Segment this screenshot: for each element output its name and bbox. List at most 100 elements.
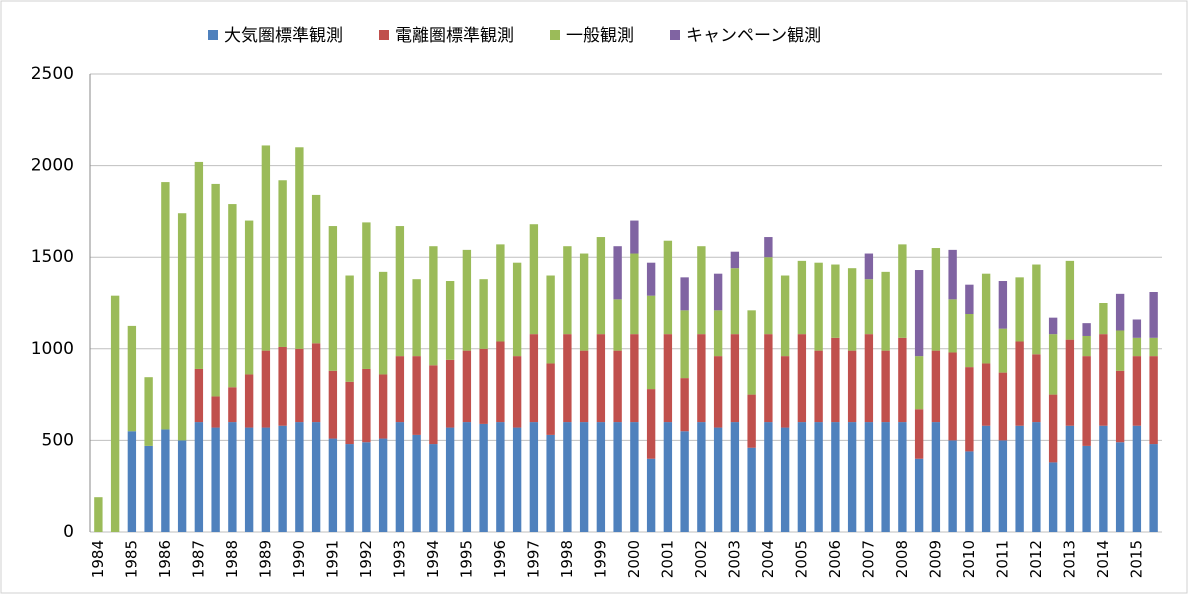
bar-segment — [244, 374, 254, 428]
bar-segment — [345, 275, 354, 382]
bar-segment — [1132, 337, 1142, 357]
bar-segment — [295, 147, 304, 349]
bar-segment — [211, 183, 220, 397]
bar-segment — [445, 359, 455, 428]
bar-segment — [864, 334, 874, 423]
bar-segment — [311, 194, 321, 344]
bar-segment — [831, 264, 840, 338]
bar-segment — [462, 422, 472, 532]
bar-segment — [1099, 334, 1108, 426]
x-tick-label: 2011 — [993, 540, 1011, 578]
legend-label: キャンペーン観測 — [686, 26, 821, 46]
bar-segment — [1149, 444, 1158, 532]
legend-label: 一般観測 — [566, 26, 634, 46]
y-tick-label: 1500 — [31, 247, 74, 267]
x-tick-label: 1989 — [256, 540, 274, 578]
bar-segment — [596, 422, 606, 532]
bar-segment — [965, 313, 974, 368]
bar-segment — [747, 447, 756, 532]
bar-segment — [596, 237, 606, 335]
bar-segment — [847, 268, 857, 351]
legend-label: 電離圏標準観測 — [395, 26, 514, 46]
legend-swatch — [208, 30, 218, 40]
bar-segment — [479, 348, 488, 424]
bar-segment — [1065, 260, 1075, 340]
bar-segment — [630, 334, 639, 423]
bar-segment — [931, 350, 941, 423]
bar-segment — [546, 275, 555, 364]
bar-segment — [412, 434, 421, 532]
bar-segment — [563, 422, 572, 532]
bar-segment — [1132, 425, 1142, 532]
bar-segment — [764, 237, 773, 258]
bar-segment — [613, 246, 622, 300]
bar-segment — [395, 356, 405, 423]
bar-segment — [713, 310, 723, 357]
bar-segment — [144, 377, 153, 446]
bar-segment — [797, 334, 807, 423]
bar-segment — [1048, 462, 1058, 532]
x-tick-label: 1984 — [89, 540, 107, 578]
bar-segment — [1015, 341, 1024, 426]
bar-segment — [730, 422, 740, 532]
bar-segment — [311, 422, 321, 532]
bar-segment — [780, 356, 790, 428]
x-tick-label: 2008 — [893, 540, 911, 578]
bar-segment — [1032, 354, 1041, 423]
bar-segment — [814, 350, 823, 423]
bar-segment — [479, 279, 488, 349]
bar-segment — [1065, 339, 1075, 426]
x-tick-label: 1998 — [558, 540, 576, 578]
bar-segment — [445, 427, 455, 532]
bar-segment — [295, 422, 304, 532]
bar-segment — [680, 277, 689, 311]
bar-segment — [630, 253, 639, 335]
bar-segment — [965, 284, 974, 314]
bar-segment — [127, 431, 137, 532]
bar-segment — [864, 279, 874, 335]
bar-segment — [914, 356, 924, 410]
bar-segment — [814, 422, 823, 532]
bar-segment — [998, 328, 1008, 373]
bar-segment — [1099, 303, 1108, 335]
bar-segment — [697, 246, 706, 335]
y-tick-label: 2000 — [31, 156, 74, 176]
bar-segment — [345, 444, 354, 532]
bar-segment — [512, 356, 522, 428]
bar-segment — [831, 337, 840, 423]
x-tick-label: 2002 — [692, 540, 710, 578]
x-tick-label: 1988 — [223, 540, 241, 578]
bar-segment — [546, 363, 555, 435]
bar-segment — [663, 240, 673, 335]
x-tick-label: 1996 — [491, 540, 509, 578]
bar-segment — [1149, 292, 1158, 338]
bar-segment — [395, 422, 405, 532]
bar-segment — [479, 423, 488, 532]
x-tick-label: 2007 — [859, 540, 877, 578]
bar-segment — [278, 346, 287, 426]
y-tick-label: 0 — [63, 522, 74, 542]
bar-segment — [965, 451, 974, 532]
bar-segment — [898, 422, 907, 532]
bar-segment — [780, 427, 790, 532]
bar-segment — [1015, 277, 1024, 342]
y-tick-label: 1000 — [31, 339, 74, 359]
bar-segment — [395, 226, 405, 357]
bar-segment — [948, 352, 957, 441]
bar-segment — [1115, 442, 1125, 532]
bar-segment — [764, 257, 773, 335]
bar-segment — [1048, 334, 1058, 395]
x-tick-label: 2006 — [826, 540, 844, 578]
x-tick-label: 2005 — [792, 540, 810, 578]
bar-segment — [981, 425, 991, 532]
bar-segment — [1132, 356, 1142, 426]
x-tick-label: 1994 — [424, 540, 442, 578]
bar-segment — [211, 427, 220, 532]
bar-segment — [445, 281, 455, 360]
bar-segment — [328, 226, 338, 371]
x-tick-label: 1995 — [457, 540, 475, 578]
bar-segment — [462, 350, 472, 423]
bar-segment — [496, 341, 505, 423]
bar-segment — [814, 262, 823, 351]
